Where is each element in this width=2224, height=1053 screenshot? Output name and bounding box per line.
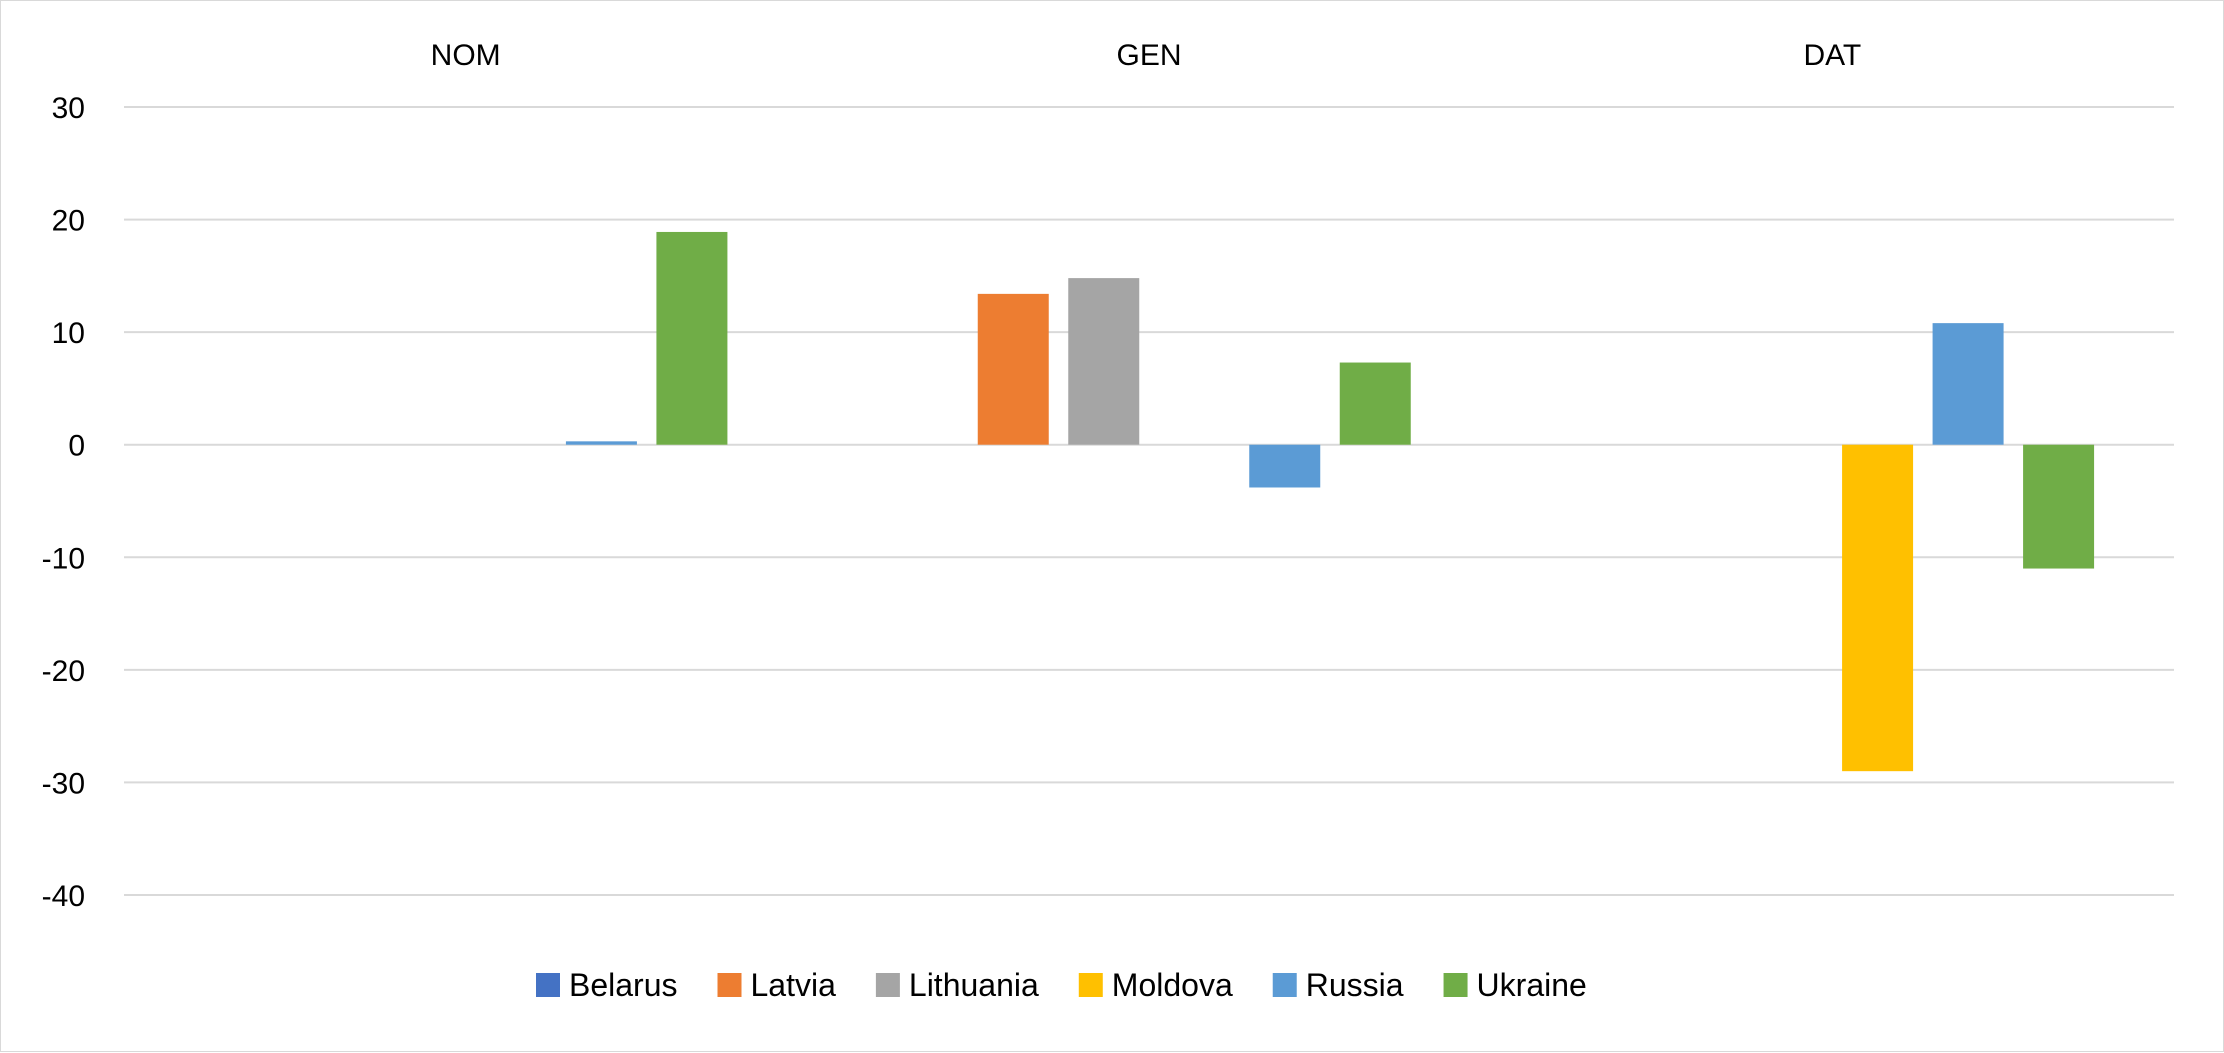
legend-label: Belarus (569, 967, 678, 1003)
bar-latvia-gen (977, 293, 1049, 445)
y-tick-label: -40 (42, 880, 85, 913)
legend-item-russia: Russia (1272, 967, 1404, 1003)
legend: Belarus Latvia Lithuania Moldova Russia Ukrai… (536, 967, 1587, 1003)
gridlines (124, 106, 2174, 896)
legend-label: Lithuania (909, 967, 1039, 1003)
category-label: DAT (1803, 39, 1861, 72)
legend-label: Moldova (1112, 967, 1233, 1003)
category-label: GEN (1116, 39, 1181, 72)
legend-item-moldova: Moldova (1078, 967, 1233, 1003)
legend-label: Russia (1306, 967, 1404, 1003)
bar-russia-nom (565, 441, 637, 445)
bar-russia-dat (1932, 323, 2004, 445)
legend-swatch (1272, 973, 1297, 997)
legend-item-belarus: Belarus (536, 967, 678, 1003)
legend-swatch (1078, 973, 1103, 997)
y-tick-label: 10 (52, 317, 85, 350)
legend-swatch (717, 973, 742, 997)
y-tick-label: -10 (42, 542, 85, 575)
legend-swatch (875, 973, 900, 997)
y-tick-label: 0 (68, 430, 85, 463)
bar-ukraine-nom (656, 231, 728, 445)
bars (565, 231, 2095, 772)
y-axis-tick-labels: 30 20 10 0 -10 -20 -30 -40 (42, 92, 85, 913)
bar-ukraine-dat (2023, 444, 2095, 569)
legend-label: Ukraine (1477, 967, 1587, 1003)
legend-label: Latvia (751, 967, 837, 1003)
legend-swatch (1443, 973, 1468, 997)
bar-moldova-dat (1842, 444, 1914, 772)
legend-item-ukraine: Ukraine (1443, 967, 1587, 1003)
legend-item-lithuania: Lithuania (875, 967, 1039, 1003)
y-tick-label: 20 (52, 205, 85, 238)
y-tick-label: 30 (52, 92, 85, 125)
category-labels: NOM GEN DAT (431, 39, 1862, 72)
legend-swatch (536, 973, 560, 997)
bar-russia-gen (1249, 444, 1321, 488)
y-tick-label: -20 (42, 655, 85, 688)
legend-item-latvia: Latvia (717, 967, 837, 1003)
bar-ukraine-gen (1339, 362, 1411, 445)
category-label: NOM (431, 39, 501, 72)
bar-lithuania-gen (1068, 278, 1140, 445)
y-tick-label: -30 (42, 767, 85, 800)
